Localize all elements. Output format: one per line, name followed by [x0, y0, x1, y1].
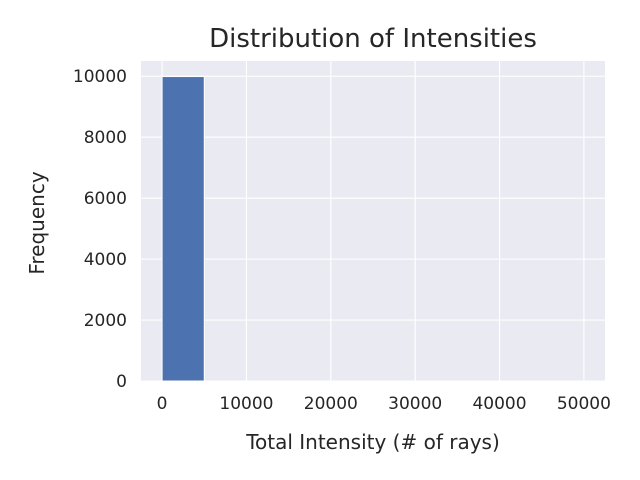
x-tick-label: 0	[157, 394, 168, 414]
histogram-bar	[161, 76, 205, 382]
x-tick-label: 40000	[472, 394, 526, 414]
x-axis-label: Total Intensity (# of rays)	[245, 430, 500, 454]
y-axis-label: Frequency	[25, 171, 49, 274]
y-tick-label: 2000	[84, 311, 127, 331]
x-tick-label: 20000	[304, 394, 358, 414]
y-gridlines	[141, 75, 605, 382]
y-tick-label: 10000	[73, 67, 127, 87]
y-tick-labels: 0 2000 4000 6000 8000 10000	[73, 67, 127, 392]
y-tick-label: 8000	[84, 128, 127, 148]
chart-title: Distribution of Intensities	[209, 24, 537, 54]
x-tick-label: 30000	[388, 394, 442, 414]
y-tick-label: 0	[116, 372, 127, 392]
y-tick-label: 6000	[84, 189, 127, 209]
x-tick-labels: 0 10000 20000 30000 40000 50000	[157, 394, 611, 414]
x-tick-label: 10000	[219, 394, 273, 414]
y-tick-label: 4000	[84, 250, 127, 270]
plot-area	[141, 61, 605, 381]
x-tick-label: 50000	[557, 394, 611, 414]
histogram-bars	[161, 76, 205, 382]
